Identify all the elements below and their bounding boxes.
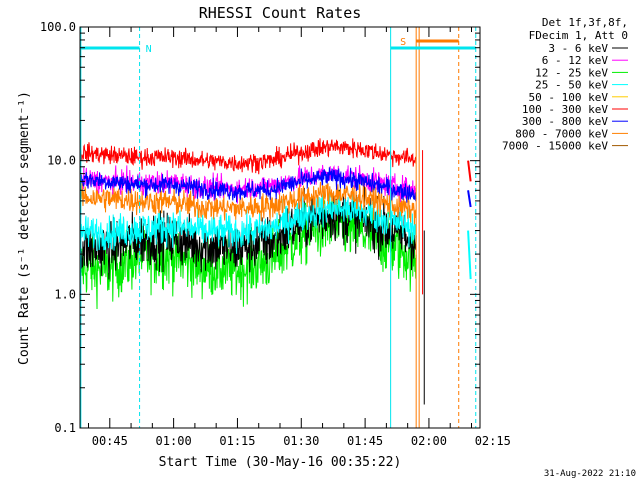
legend-label-7000-15000-kev: 7000 - 15000 keV xyxy=(502,140,608,153)
legend-label-300-800-kev: 300 - 800 keV xyxy=(522,115,608,128)
x-tick-label: 01:00 xyxy=(156,434,192,448)
legend-label-50-100-kev: 50 - 100 keV xyxy=(529,91,609,104)
x-tick-label: 01:45 xyxy=(347,434,383,448)
x-tick-label: 01:15 xyxy=(219,434,255,448)
flag-label-s: S xyxy=(400,37,406,48)
x-tick-label: 02:00 xyxy=(411,434,447,448)
x-tick-label: 01:30 xyxy=(283,434,319,448)
marker-layer: NS xyxy=(80,27,477,428)
series-300-800-kev xyxy=(79,167,417,203)
chart-title: RHESSI Count Rates xyxy=(199,4,362,22)
legend-label-12-25-kev: 12 - 25 keV xyxy=(535,66,608,79)
series-layer xyxy=(79,138,472,405)
x-tick-label: 00:45 xyxy=(92,434,128,448)
legend-label-3-6-kev: 3 - 6 keV xyxy=(548,42,608,55)
y-tick-label: 1.0 xyxy=(54,287,76,301)
flag-label-n: N xyxy=(146,44,152,55)
x-axis-label: Start Time (30-May-16 00:35:22) xyxy=(159,455,402,470)
segment-100-300-kev xyxy=(467,160,472,182)
y-tick-label: 10.0 xyxy=(47,154,76,168)
series-100-300-kev xyxy=(79,138,417,175)
y-tick-label: 0.1 xyxy=(54,421,76,435)
y-tick-label: 100.0 xyxy=(40,20,76,34)
segment-25-50-kev xyxy=(467,230,472,280)
legend-header-line: Det 1f,3f,8f, xyxy=(542,16,628,29)
legend-label-25-50-kev: 25 - 50 keV xyxy=(535,79,608,92)
legend-label-100-300-kev: 100 - 300 keV xyxy=(522,103,608,116)
y-axis-label: Count Rate (s⁻¹ detector segment⁻¹) xyxy=(17,91,32,365)
series-800-7000-kev xyxy=(79,178,417,225)
x-tick-label: 02:15 xyxy=(475,434,511,448)
series-25-50-kev xyxy=(79,191,417,254)
segment-300-800-kev xyxy=(467,190,472,208)
footer-timestamp: 31-Aug-2022 21:10 xyxy=(544,469,636,479)
series-12-25-kev xyxy=(79,189,417,310)
axis-layer: 0.1 1.0 10.0 100.0 00:45 01:00 01:15 01:30 01:45… xyxy=(40,20,511,448)
legend-label-6-12-kev: 6 - 12 keV xyxy=(542,54,609,67)
legend-label-800-7000-kev: 800 - 7000 keV xyxy=(515,127,608,140)
legend-header-line: FDecim 1, Att 0 xyxy=(529,29,628,42)
